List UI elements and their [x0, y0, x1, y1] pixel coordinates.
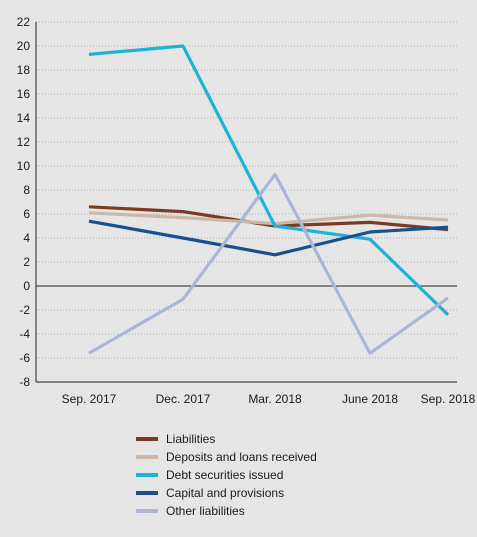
y-tick-label: -4: [19, 327, 30, 341]
y-tick-label: 20: [17, 39, 31, 53]
y-tick-label: 16: [17, 87, 31, 101]
y-tick-label: 14: [17, 111, 31, 125]
y-tick-label: 22: [17, 15, 31, 29]
legend-label: Other liabilities: [166, 504, 245, 518]
y-tick-label: -2: [19, 303, 30, 317]
legend: Liabilities Deposits and loans received De…: [136, 432, 317, 518]
legend-label: Capital and provisions: [166, 486, 284, 500]
series-line-capital-and-provisions: [88, 219, 449, 257]
y-tick-label: 6: [23, 207, 30, 221]
series-lines: [88, 44, 450, 355]
x-tick-label: Mar. 2018: [248, 392, 302, 406]
y-tick-label: 12: [17, 135, 31, 149]
y-tick-label: 8: [23, 183, 30, 197]
legend-label: Deposits and loans received: [166, 450, 317, 464]
series-line-other-liabilities: [88, 172, 449, 355]
y-tick-label: -6: [19, 351, 30, 365]
y-tick-label: 18: [17, 63, 31, 77]
y-tick-label: 2: [23, 255, 30, 269]
legend-label: Debt securities issued: [166, 468, 283, 482]
y-tick-label: 10: [17, 159, 31, 173]
x-tick-label: Sep. 2017: [62, 392, 117, 406]
gridlines: [36, 21, 457, 359]
x-tick-label: Sep. 2018: [421, 392, 476, 406]
y-tick-label: 4: [23, 231, 30, 245]
x-tick-label: June 2018: [342, 392, 398, 406]
y-tick-label: -8: [19, 375, 30, 389]
legend-label: Liabilities: [166, 432, 215, 446]
series-line-debt-securities-issued: [88, 44, 450, 316]
y-tick-label: 0: [23, 279, 30, 293]
x-tick-label: Dec. 2017: [156, 392, 211, 406]
